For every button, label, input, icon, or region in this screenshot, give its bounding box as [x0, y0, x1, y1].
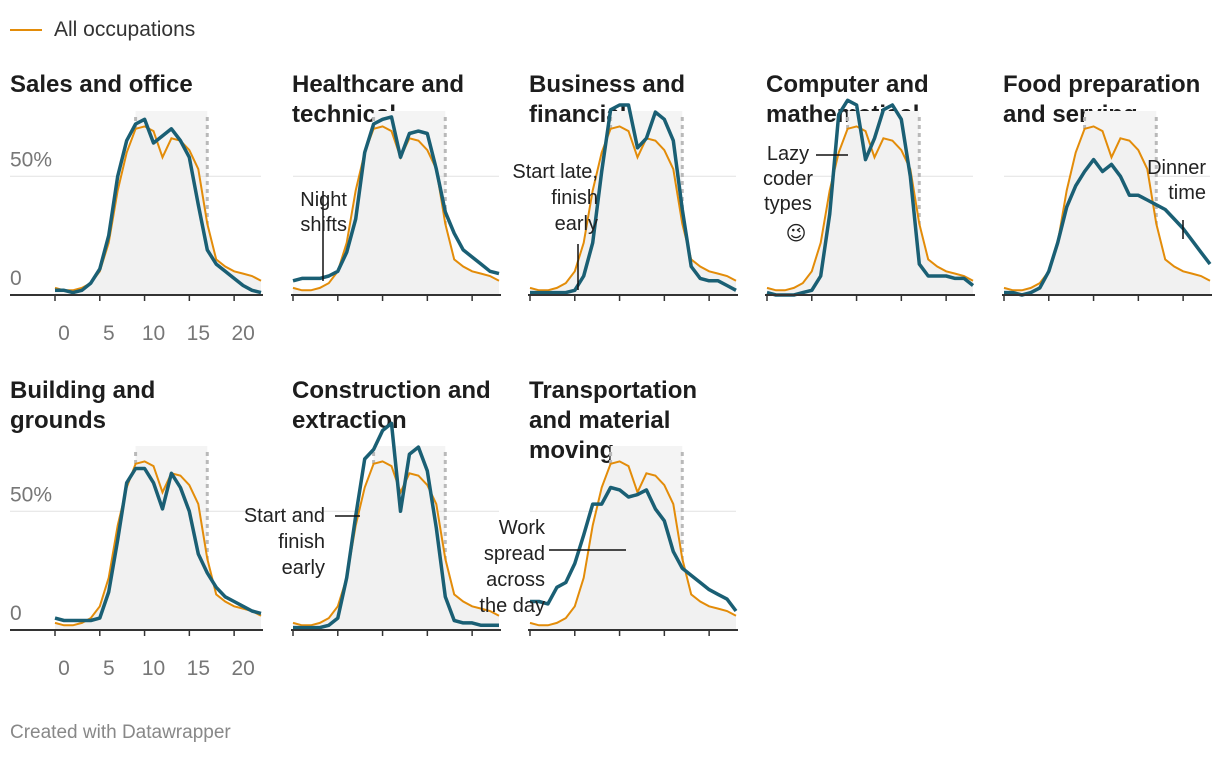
panel-title: Sales and office [10, 71, 193, 98]
annotation-text: spread [484, 543, 545, 565]
x-tick-label: 15 [187, 322, 210, 345]
annotation-text: across [486, 569, 545, 591]
occupation-line [766, 98, 975, 297]
all-occupations-line [1003, 125, 1211, 292]
annotation-text: Night [300, 189, 347, 211]
occupation-line [292, 115, 500, 283]
panel-title: Healthcare and technical [292, 71, 465, 128]
x-tick-label: 20 [231, 322, 254, 345]
annotation-text: time [1168, 182, 1206, 204]
x-tick-label: 5 [103, 657, 115, 680]
all-occupations-line [529, 460, 737, 627]
occupation-line [1004, 157, 1212, 297]
annotation-text: types [764, 193, 812, 215]
legend-label: All occupations [54, 18, 196, 41]
x-tick-label: 20 [231, 657, 254, 680]
y-tick-label: 50% [10, 148, 52, 171]
annotation-text: the day [479, 595, 545, 617]
occupation-line [530, 103, 737, 295]
occupation-line [293, 421, 499, 630]
y-tick-label: 0 [10, 267, 22, 290]
occupation-line [54, 466, 262, 623]
annotation-text: Lazy [767, 143, 809, 165]
legend: All occupations [10, 16, 195, 44]
annotation-text: Work [499, 517, 546, 539]
y-tick-label: 0 [10, 602, 22, 625]
x-tick-label: 0 [58, 322, 70, 345]
annotation-text: finish [551, 187, 598, 209]
all-occupations-line [766, 125, 974, 292]
annotation-text: Start late, [512, 161, 598, 183]
x-tick-label: 15 [187, 657, 210, 680]
x-tick-label: 10 [142, 657, 165, 680]
occupation-line [55, 117, 262, 295]
annotation-text: Start and [244, 505, 325, 527]
x-tick-label: 0 [58, 657, 70, 680]
annotation-text: coder [763, 168, 813, 190]
x-tick-label: 10 [142, 322, 165, 345]
legend-swatch [10, 29, 42, 31]
panel-title: Construction and extraction [292, 377, 491, 434]
annotation-text: finish [278, 531, 325, 553]
annotation-text: Dinner [1147, 157, 1206, 179]
annotation-text: shifts [300, 214, 347, 236]
occupation-line [530, 485, 738, 613]
y-tick-label: 50% [10, 483, 52, 506]
wink-emoji-icon: 😉 [786, 223, 807, 245]
annotation-text: early [282, 557, 325, 579]
x-tick-label: 5 [103, 322, 115, 345]
all-occupations-line [529, 125, 737, 292]
annotation-text: early [555, 213, 598, 235]
panel-title: Building and grounds [10, 377, 156, 434]
panel-title: Transportation and material moving [529, 377, 698, 464]
footer-credit: Created with Datawrapper [10, 722, 231, 743]
